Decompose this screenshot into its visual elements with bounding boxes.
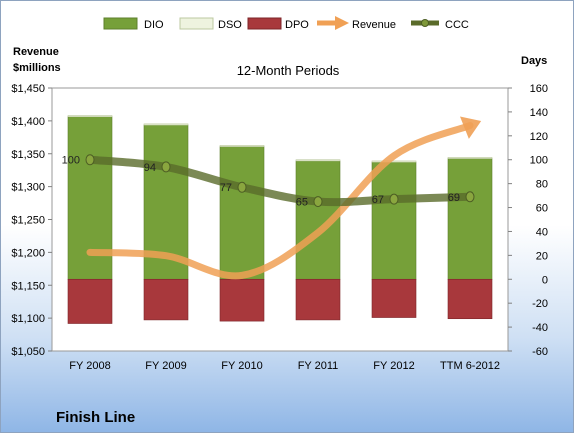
bar-dio: [219, 146, 265, 280]
right-tick-label: 140: [530, 107, 548, 119]
revenue-line: [86, 121, 474, 280]
ccc-marker: [161, 161, 171, 173]
right-tick-label: 60: [536, 203, 548, 215]
left-tick-label: $1,200: [11, 247, 45, 259]
legend-swatch-revenue: [317, 16, 349, 30]
left-tick-label: $1,100: [11, 313, 45, 325]
plot-area: [51, 87, 509, 352]
left-tick-label: $1,250: [11, 215, 45, 227]
bar-dso: [219, 145, 265, 147]
right-axis: -60 -40 -20 0 20 40 60 80 100 120 140 160: [508, 83, 548, 358]
left-axis-title-line2: $millions: [13, 62, 61, 74]
right-tick-label: 160: [530, 83, 548, 95]
ccc-marker: [313, 196, 323, 208]
legend-label-dio: DIO: [144, 19, 164, 31]
left-tick-label: $1,400: [11, 116, 45, 128]
x-axis: FY 2008 FY 2009 FY 2010 FY 2011 FY 2012 TTM 6…: [69, 360, 500, 372]
revenue-arrowhead: [459, 116, 482, 139]
right-axis-title: Days: [521, 55, 547, 67]
ccc-data-label: 94: [144, 162, 156, 174]
right-tick-label: 80: [536, 179, 548, 191]
bar-dso: [447, 157, 493, 159]
x-tick-label: FY 2010: [221, 360, 262, 372]
ccc-marker: [389, 193, 399, 205]
left-axis-title-line1: Revenue: [13, 46, 59, 58]
x-tick-label: FY 2008: [69, 360, 110, 372]
ccc-data-label: 77: [220, 182, 232, 194]
legend-swatch-dso: [179, 17, 214, 30]
bar-dpo: [219, 278, 265, 322]
left-tick-label: $1,300: [11, 182, 45, 194]
bar-dpo: [295, 278, 341, 321]
legend-label-revenue: Revenue: [352, 19, 396, 31]
right-tick-label: 120: [530, 131, 548, 143]
right-tick-label: 20: [536, 250, 548, 262]
legend-swatch-ccc: [411, 19, 439, 27]
legend-label-ccc: CCC: [445, 19, 469, 31]
bars-layer: [67, 115, 493, 324]
chart-title: 12-Month Periods: [237, 63, 340, 78]
ccc-marker: [85, 154, 95, 166]
left-tick-label: $1,450: [11, 83, 45, 95]
bar-dso: [67, 115, 113, 117]
x-tick-label: TTM 6-2012: [440, 360, 500, 372]
right-tick-label: 0: [542, 274, 548, 286]
legend-label-dso: DSO: [218, 19, 242, 31]
ccc-data-label: 65: [296, 197, 308, 209]
ccc-marker: [237, 181, 247, 193]
right-tick-label: -20: [532, 298, 548, 310]
legend-swatch-dpo: [247, 17, 282, 30]
bar-dpo: [371, 278, 417, 318]
left-axis: $1,050 $1,100 $1,150 $1,200 $1,250 $1,300 $1,3…: [11, 83, 52, 358]
bar-dpo: [143, 278, 189, 321]
legend-label-dpo: DPO: [285, 19, 309, 31]
left-tick-label: $1,050: [11, 346, 45, 358]
left-tick-label: $1,150: [11, 280, 45, 292]
legend-swatch-dio: [103, 17, 138, 30]
company-name: Finish Line: [56, 409, 135, 426]
bar-dpo: [447, 278, 493, 320]
ccc-layer: 100 94 77 65 67 69: [62, 154, 475, 209]
x-tick-label: FY 2012: [373, 360, 414, 372]
x-tick-label: FY 2009: [145, 360, 186, 372]
bar-dio: [371, 161, 417, 280]
legend: DIO DSO DPO Revenue CCC: [103, 16, 469, 31]
ccc-data-label: 67: [372, 194, 384, 206]
right-tick-label: 40: [536, 226, 548, 238]
bar-dpo: [67, 278, 113, 324]
bar-dso: [295, 159, 341, 162]
revenue-layer: [86, 116, 482, 280]
right-tick-label: -40: [532, 322, 548, 334]
ccc-marker: [465, 191, 475, 203]
bar-dso: [143, 123, 189, 126]
right-tick-label: 100: [530, 155, 548, 167]
right-tick-label: -60: [532, 346, 548, 358]
x-tick-label: FY 2011: [298, 360, 339, 372]
left-tick-label: $1,350: [11, 149, 45, 161]
bar-dio: [447, 158, 493, 280]
ccc-data-label: 100: [62, 155, 80, 167]
bar-dso: [371, 160, 417, 163]
ccc-line: [86, 155, 474, 207]
ccc-data-label: 69: [448, 192, 460, 204]
